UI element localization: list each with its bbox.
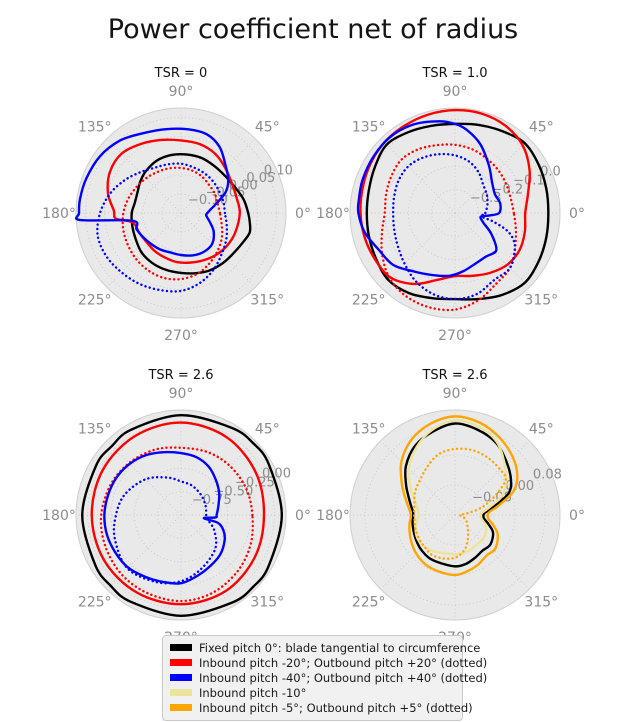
polar-chart-tsr26b: 0°45°90°135°180°225°270°315°0.080.00−0.0… bbox=[316, 386, 585, 646]
angular-tick-label: 90° bbox=[443, 386, 468, 402]
angular-tick-label: 225° bbox=[78, 292, 112, 308]
legend-item-fixed: Fixed pitch 0°: blade tangential to circ… bbox=[170, 640, 480, 655]
radial-tick-label: 0.00 bbox=[505, 479, 534, 494]
polar-chart-tsr0: 0°45°90°135°180°225°270°315°0.100.050.00… bbox=[42, 84, 311, 344]
radial-tick-label: −0.25 bbox=[235, 475, 275, 490]
angular-tick-label: 0° bbox=[569, 508, 585, 524]
series-fixed-pitch-0 bbox=[81, 414, 283, 618]
radial-tick-label: −0.2 bbox=[492, 182, 524, 197]
grid-circle bbox=[110, 444, 252, 586]
angular-tick-label: 45° bbox=[255, 422, 280, 438]
grid-circle bbox=[133, 467, 229, 563]
angular-tick-label: 225° bbox=[78, 594, 112, 610]
figure-title: Power coefficient net of radius bbox=[107, 14, 519, 45]
polar-chart-tsr1: 0°45°90°135°180°225°270°315°0.0−0.1−0.2−… bbox=[316, 84, 585, 344]
legend-item-pitch40: Inbound pitch -40°; Outbound pitch +40° … bbox=[170, 670, 487, 685]
radial-tick-label: 0.00 bbox=[262, 467, 291, 482]
angular-tick-label: 270° bbox=[164, 328, 198, 344]
angular-tick-label: 315° bbox=[524, 292, 558, 308]
angular-tick-label: 270° bbox=[438, 328, 472, 344]
grid-circle bbox=[85, 117, 277, 309]
angular-tick-label: 0° bbox=[569, 206, 585, 222]
angular-tick-label: 180° bbox=[316, 206, 350, 222]
series-outbound-20-dotted bbox=[99, 446, 255, 603]
radial-tick-label: −0.3 bbox=[470, 191, 502, 206]
angular-tick-label: 0° bbox=[295, 508, 311, 524]
angular-tick-label: 315° bbox=[524, 594, 558, 610]
angular-tick-label: 225° bbox=[352, 594, 386, 610]
legend-swatch-khaki bbox=[170, 689, 192, 696]
series-inbound-10 bbox=[407, 419, 508, 556]
angular-tick-label: 0° bbox=[295, 206, 311, 222]
grid-circle bbox=[161, 193, 201, 233]
legend-swatch-orange bbox=[170, 704, 192, 711]
angular-tick-label: 180° bbox=[42, 206, 76, 222]
radial-tick-label: 0.05 bbox=[246, 171, 275, 186]
series-fixed-pitch-0 bbox=[365, 122, 550, 301]
series-inbound-40 bbox=[103, 450, 227, 585]
legend-label: Inbound pitch -5°; Outbound pitch +5° (d… bbox=[199, 700, 473, 715]
subplot-title-tsr26a: TSR = 2.6 bbox=[148, 368, 214, 383]
grid-circle bbox=[424, 484, 486, 546]
series-inbound-20 bbox=[359, 108, 532, 286]
angular-tick-label: 90° bbox=[169, 84, 194, 100]
radial-tick-label: 0.08 bbox=[533, 468, 562, 483]
legend-label: Inbound pitch -40°; Outbound pitch +40° … bbox=[199, 670, 488, 685]
series-outbound-40-dotted bbox=[112, 476, 218, 585]
subplot-title-tsr0: TSR = 0 bbox=[154, 66, 208, 81]
legend-swatch-red bbox=[170, 659, 192, 666]
grid-circle bbox=[157, 491, 205, 539]
angular-tick-label: 45° bbox=[255, 120, 280, 136]
angular-tick-label: 315° bbox=[250, 292, 284, 308]
legend-label: Inbound pitch -20°; Outbound pitch +20° … bbox=[199, 655, 488, 670]
polar-chart-tsr26a: 0°45°90°135°180°225°270°315°0.00−0.25−0.… bbox=[42, 386, 311, 646]
angular-tick-label: 225° bbox=[352, 292, 386, 308]
angular-tick-label: 135° bbox=[78, 422, 112, 438]
series-outbound-40-dotted bbox=[391, 152, 517, 301]
legend-item-pitch20: Inbound pitch -20°; Outbound pitch +20° … bbox=[170, 655, 487, 670]
radial-tick-label: 0.10 bbox=[264, 164, 293, 179]
subplot-title-tsr26b: TSR = 2.6 bbox=[422, 368, 488, 383]
legend-label: Inbound pitch -10° bbox=[199, 685, 307, 700]
radial-tick-label: −0.75 bbox=[192, 493, 232, 508]
subplot-title-tsr1: TSR = 1.0 bbox=[422, 66, 488, 81]
series-outbound-20-dotted bbox=[121, 166, 224, 281]
angular-tick-label: 180° bbox=[42, 508, 76, 524]
grid-circle bbox=[431, 189, 479, 237]
legend-label: Fixed pitch 0°: blade tangential to circ… bbox=[199, 640, 481, 655]
series-inbound-5 bbox=[399, 415, 519, 577]
angular-tick-label: 135° bbox=[352, 422, 386, 438]
angular-tick-label: 135° bbox=[78, 120, 112, 136]
legend-item-pitch5: Inbound pitch -5°; Outbound pitch +5° (d… bbox=[170, 700, 473, 715]
series-fixed-pitch-0 bbox=[130, 152, 252, 275]
grid-circle bbox=[407, 165, 503, 261]
legend-swatch-blue bbox=[170, 674, 192, 681]
angular-tick-label: 135° bbox=[352, 120, 386, 136]
angular-tick-label: 315° bbox=[250, 594, 284, 610]
series-inbound-20 bbox=[90, 421, 266, 606]
series-inbound-40 bbox=[356, 120, 502, 278]
angular-tick-label: 45° bbox=[529, 120, 554, 136]
legend: Fixed pitch 0°: blade tangential to circ… bbox=[162, 635, 487, 721]
angular-tick-label: 90° bbox=[169, 386, 194, 402]
series-fixed-pitch-0 bbox=[403, 422, 513, 568]
angular-tick-label: 90° bbox=[443, 84, 468, 100]
grid-circle bbox=[87, 421, 275, 609]
angular-tick-label: 180° bbox=[316, 508, 350, 524]
radial-tick-label: −0.50 bbox=[213, 484, 253, 499]
series-inbound-40 bbox=[74, 127, 230, 257]
grid-circle bbox=[123, 155, 239, 271]
legend-swatch-black bbox=[170, 644, 192, 651]
series-inbound-20 bbox=[106, 138, 242, 264]
angular-tick-label: 45° bbox=[529, 422, 554, 438]
legend-item-pitch10: Inbound pitch -10° bbox=[170, 685, 455, 700]
radial-tick-label: 0.0 bbox=[540, 165, 561, 180]
series-outbound-40-dotted bbox=[96, 162, 229, 293]
